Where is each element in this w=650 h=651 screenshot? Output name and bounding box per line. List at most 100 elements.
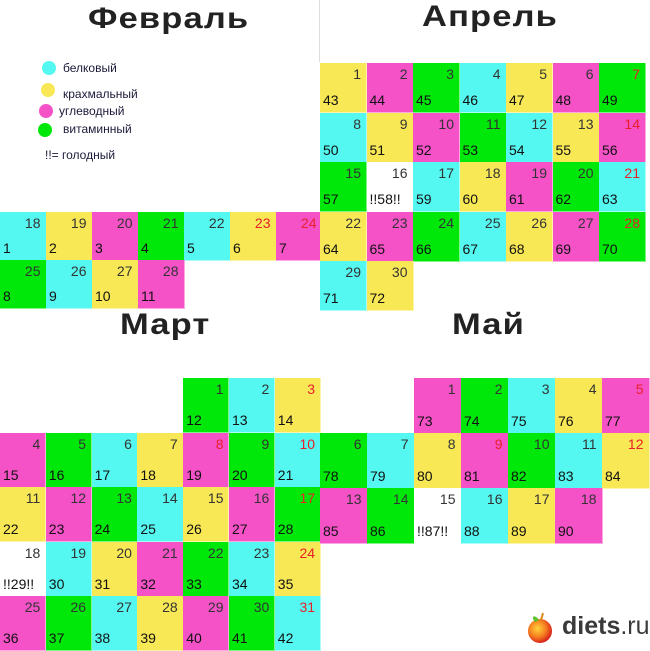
day-number: 25 bbox=[484, 214, 501, 231]
day-number: 31 bbox=[299, 599, 316, 616]
apr-day-cell: 14 56 bbox=[599, 112, 646, 163]
diet-day-count: 26 bbox=[186, 521, 202, 538]
diet-day-count: 59 bbox=[416, 191, 432, 207]
diet-day-count: 89 bbox=[511, 522, 527, 539]
may-day-cell: 6 78 bbox=[320, 433, 368, 489]
diet-day-count: 14 bbox=[277, 412, 294, 429]
mar-day-cell: 24 35 bbox=[274, 541, 322, 597]
diet-day-count: !!29!! bbox=[3, 575, 35, 592]
diet-day-count: 51 bbox=[369, 141, 386, 158]
mar-day-cell: 5 16 bbox=[45, 432, 93, 488]
day-number: 11 bbox=[581, 436, 597, 452]
apr-day-cell: 20 62 bbox=[552, 162, 600, 212]
diet-day-count: 22 bbox=[3, 521, 19, 538]
day-number: 14 bbox=[162, 490, 178, 507]
logo-text: diets.ru bbox=[562, 612, 650, 641]
magenta-dot-icon bbox=[39, 104, 53, 118]
logo: diets.ru bbox=[526, 610, 650, 643]
diet-day-count: 12 bbox=[186, 412, 202, 429]
diet-day-count: 83 bbox=[558, 467, 574, 484]
mar-day-cell: 2 13 bbox=[229, 378, 276, 434]
may-day-cell: 18 90 bbox=[555, 488, 603, 544]
diet-day-count: 25 bbox=[140, 521, 156, 538]
diet-day-count: 2 bbox=[49, 239, 57, 256]
diet-day-count: 18 bbox=[140, 466, 156, 483]
diet-day-count: 4 bbox=[141, 239, 149, 256]
green-dot-icon bbox=[38, 123, 52, 137]
apr-day-cell: 21 63 bbox=[599, 162, 646, 212]
mar-day-cell: 12 23 bbox=[45, 487, 93, 543]
diet-day-count: 48 bbox=[555, 92, 572, 108]
apr-day-cell: 15 57 bbox=[320, 162, 367, 212]
day-number: 29 bbox=[345, 264, 361, 280]
day-number: 15 bbox=[439, 491, 456, 507]
day-number: 28 bbox=[162, 599, 178, 616]
day-number: 18 bbox=[24, 215, 41, 231]
day-number: 28 bbox=[162, 263, 179, 279]
apr-day-cell: 1 43 bbox=[320, 63, 367, 113]
diet-day-count: 45 bbox=[416, 92, 432, 108]
diet-day-count: 31 bbox=[94, 575, 111, 592]
diet-day-count: 5 bbox=[187, 239, 195, 256]
feb-day-cell: 25 8 bbox=[0, 260, 47, 309]
diet-day-count: 73 bbox=[417, 412, 433, 429]
day-number: 27 bbox=[116, 263, 133, 279]
day-number: 15 bbox=[207, 490, 224, 507]
day-number: 18 bbox=[24, 544, 41, 561]
diet-day-count: 61 bbox=[509, 191, 525, 207]
apr-day-cell: 17 59 bbox=[413, 162, 460, 212]
day-number: 30 bbox=[391, 264, 408, 280]
mar-day-cell: 19 30 bbox=[45, 541, 93, 597]
logo-name: diets bbox=[562, 612, 621, 640]
day-number: 19 bbox=[70, 215, 87, 231]
day-number: 17 bbox=[299, 490, 316, 507]
day-number: 23 bbox=[253, 544, 270, 561]
diet-day-count: 30 bbox=[48, 575, 65, 592]
day-number: 25 bbox=[24, 263, 41, 279]
may-day-cell: 16 88 bbox=[461, 488, 509, 544]
day-number: 4 bbox=[492, 66, 501, 82]
mar-day-cell: 17 28 bbox=[274, 487, 322, 543]
diet-day-count: 40 bbox=[186, 630, 202, 647]
diet-day-count: 77 bbox=[605, 412, 621, 429]
may-day-cell: 15 !!87!! bbox=[414, 488, 462, 544]
day-number: 9 bbox=[261, 435, 270, 452]
diet-day-count: 16 bbox=[48, 466, 65, 483]
diet-day-count: 67 bbox=[462, 240, 479, 257]
diet-day-count: 6 bbox=[233, 239, 241, 256]
diet-day-count: 85 bbox=[323, 522, 339, 539]
mar-day-cell: 28 39 bbox=[137, 596, 184, 651]
day-number: 8 bbox=[447, 436, 456, 452]
feb-day-cell: 27 10 bbox=[92, 260, 139, 309]
apr-day-cell: 28 70 bbox=[599, 211, 646, 262]
diet-day-count: 70 bbox=[602, 240, 618, 257]
may-day-cell: 1 73 bbox=[414, 378, 462, 434]
day-number: 11 bbox=[25, 490, 41, 507]
diet-day-count: 86 bbox=[370, 522, 386, 539]
may-day-cell: 14 86 bbox=[367, 488, 415, 544]
day-number: 26 bbox=[70, 599, 87, 616]
apr-day-cell: 12 54 bbox=[506, 112, 553, 163]
day-number: 9 bbox=[399, 115, 408, 132]
diet-day-count: 28 bbox=[277, 521, 294, 538]
day-number: 5 bbox=[635, 381, 644, 397]
apr-day-cell: 30 72 bbox=[366, 261, 414, 311]
diet-day-count: 79 bbox=[370, 467, 386, 484]
day-number: 16 bbox=[486, 491, 503, 507]
day-number: 25 bbox=[24, 599, 41, 616]
day-number: 1 bbox=[353, 66, 361, 82]
diet-day-count: 90 bbox=[558, 522, 574, 539]
mar-day-cell: 20 31 bbox=[91, 541, 138, 597]
diet-day-count: 46 bbox=[462, 92, 479, 108]
mar-day-cell: 18 !!29!! bbox=[0, 541, 47, 597]
apr-day-cell: 3 45 bbox=[413, 63, 460, 113]
day-number: 21 bbox=[162, 215, 179, 231]
day-number: 17 bbox=[438, 165, 454, 181]
day-number: 6 bbox=[353, 436, 362, 452]
diet-day-count: 20 bbox=[232, 466, 248, 483]
diet-day-count: 23 bbox=[48, 521, 65, 538]
diet-day-count: 1 bbox=[3, 239, 11, 256]
day-number: 4 bbox=[588, 381, 597, 397]
day-number: 12 bbox=[531, 115, 547, 132]
diet-day-count: 11 bbox=[141, 287, 156, 304]
